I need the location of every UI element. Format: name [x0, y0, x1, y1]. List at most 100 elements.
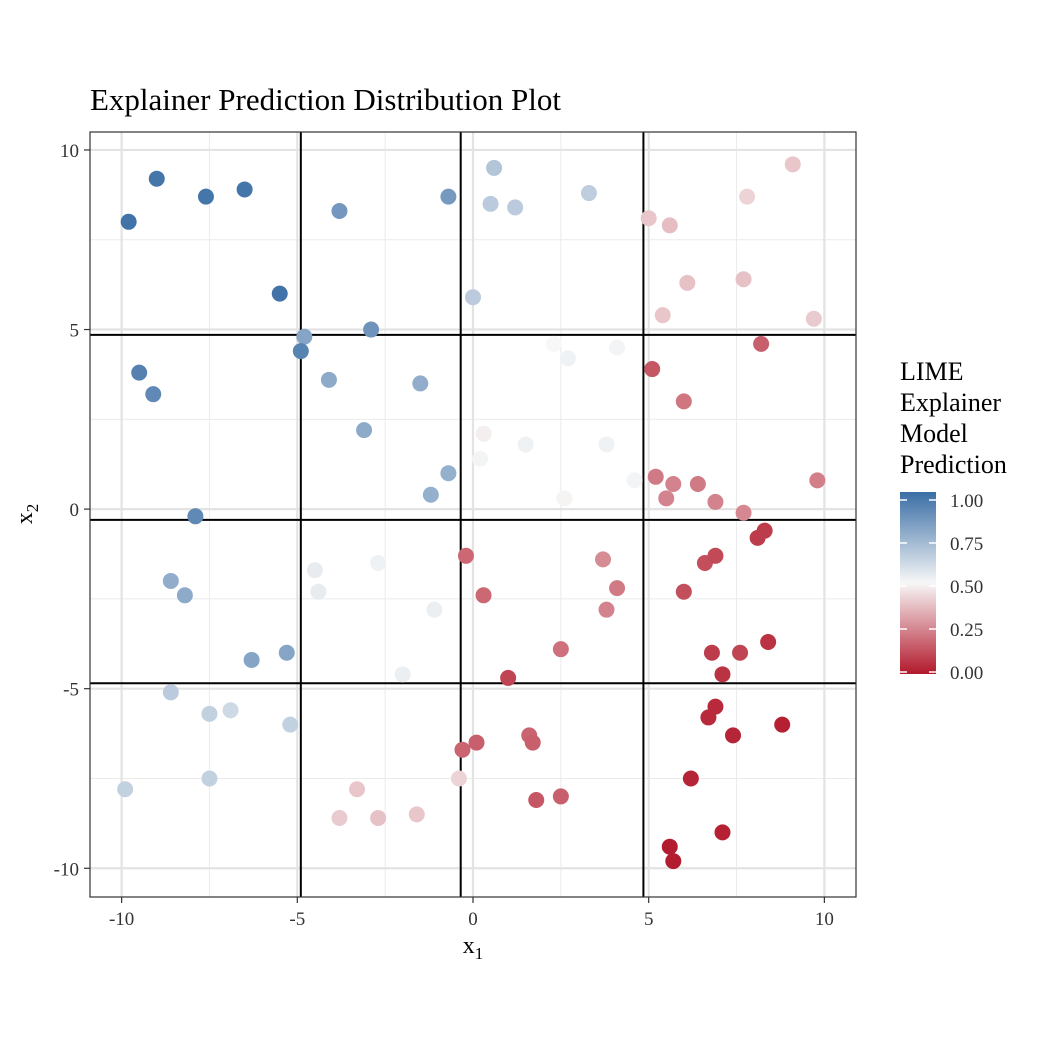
data-point	[703, 644, 720, 661]
data-point	[236, 181, 253, 198]
data-point	[756, 522, 773, 539]
data-point	[707, 493, 724, 510]
chart-title: Explainer Prediction Distribution Plot	[90, 82, 561, 117]
data-point	[457, 547, 474, 564]
data-point	[320, 371, 337, 388]
data-point	[145, 386, 162, 403]
y-axis: -10 -5 0 5 10	[54, 141, 90, 880]
legend-tick-label: 0.50	[950, 577, 983, 598]
data-point	[422, 486, 439, 503]
data-point	[292, 343, 309, 360]
data-point	[559, 350, 576, 367]
legend-tick-label: 0.00	[950, 663, 983, 684]
data-point	[552, 788, 569, 805]
data-point	[475, 425, 492, 442]
x-tick-label: -10	[109, 909, 134, 930]
data-point	[507, 199, 524, 216]
data-point	[739, 188, 756, 205]
x-tick-label: 0	[468, 909, 478, 930]
data-point	[450, 770, 467, 787]
data-point	[349, 781, 366, 798]
data-point	[271, 285, 288, 302]
data-point	[131, 364, 148, 381]
data-point	[440, 465, 457, 482]
data-point	[556, 490, 573, 507]
data-point	[682, 770, 699, 787]
y-axis-label: x2	[12, 504, 42, 525]
data-point	[689, 475, 706, 492]
y-tick-label: -5	[63, 680, 79, 701]
data-point	[658, 490, 675, 507]
legend-colorbar	[900, 492, 936, 674]
data-point	[412, 375, 429, 392]
legend-title: LIME Explainer Model Prediction	[900, 357, 1008, 479]
data-point	[117, 781, 134, 798]
y-tick-label: 0	[70, 500, 80, 521]
data-point	[732, 644, 749, 661]
data-point	[675, 393, 692, 410]
data-point	[595, 551, 612, 568]
data-point	[626, 472, 643, 489]
data-point	[394, 666, 411, 683]
data-point	[187, 508, 204, 525]
data-point	[331, 809, 348, 826]
data-point	[552, 641, 569, 658]
data-point	[725, 727, 742, 744]
data-point	[714, 824, 731, 841]
data-point	[805, 310, 822, 327]
data-point	[440, 188, 457, 205]
data-point	[545, 335, 562, 352]
data-point	[201, 770, 218, 787]
legend-tick-label: 1.00	[950, 491, 983, 512]
data-point	[644, 361, 661, 378]
y-tick-label: 5	[70, 321, 80, 342]
legend-tick-label: 0.25	[950, 620, 983, 641]
data-point	[282, 716, 299, 733]
data-point	[753, 335, 770, 352]
data-point	[454, 741, 471, 758]
data-point	[517, 436, 534, 453]
data-point	[306, 562, 323, 579]
data-point	[609, 339, 626, 356]
x-axis-label: x1	[463, 933, 484, 963]
data-point	[296, 328, 313, 345]
legend: LIME Explainer Model Prediction 1.00 0.75…	[900, 357, 1008, 684]
data-point	[760, 634, 777, 650]
data-point	[609, 580, 626, 597]
data-point	[120, 213, 137, 230]
data-point	[735, 271, 752, 288]
data-point	[197, 188, 214, 205]
y-tick-label: -10	[54, 859, 79, 880]
data-point	[661, 217, 678, 234]
legend-tick-label: 0.75	[950, 534, 983, 555]
data-point	[162, 572, 179, 589]
data-point	[356, 422, 373, 439]
data-point	[472, 450, 489, 467]
data-point	[707, 698, 724, 715]
partition-lines	[90, 132, 856, 897]
data-point	[426, 601, 443, 618]
data-point	[654, 307, 671, 324]
data-point	[176, 587, 193, 604]
data-point	[500, 669, 517, 686]
data-point	[408, 806, 425, 823]
data-point	[707, 547, 724, 564]
data-point	[243, 651, 260, 668]
data-point	[482, 195, 499, 212]
data-point	[468, 734, 485, 751]
data-point	[774, 716, 791, 733]
data-point	[162, 684, 179, 701]
data-point	[735, 504, 752, 521]
data-point	[475, 587, 492, 604]
data-point	[809, 472, 826, 489]
data-point	[222, 702, 239, 719]
y-tick-label: 10	[60, 141, 79, 162]
data-point	[331, 203, 348, 220]
data-point	[784, 156, 801, 173]
data-point	[278, 644, 295, 661]
data-point	[370, 554, 387, 571]
x-tick-label: 10	[815, 909, 834, 930]
data-point	[486, 159, 503, 176]
grid-lines	[90, 132, 856, 897]
